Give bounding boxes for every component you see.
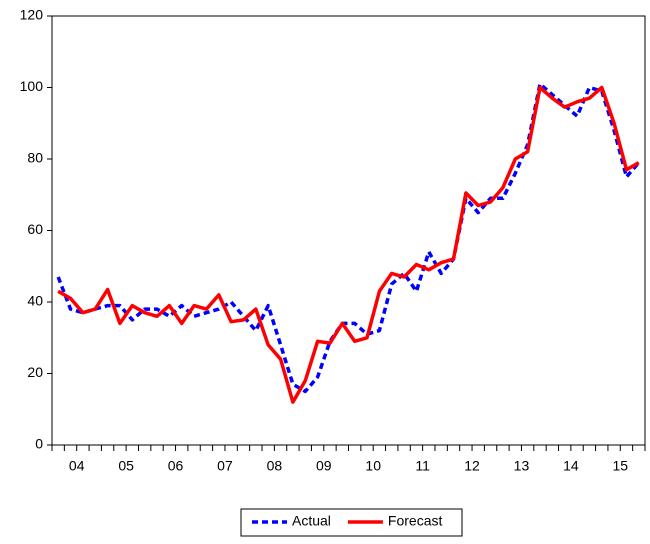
y-tick-label: 40: [27, 293, 43, 309]
series-line: [57, 85, 640, 404]
x-tick-label: 13: [514, 458, 530, 474]
legend-label: Actual: [292, 513, 331, 529]
x-tick-label: 15: [613, 458, 629, 474]
x-tick-label: 11: [415, 458, 430, 474]
x-tick-label: 08: [267, 458, 283, 474]
y-tick-label: 0: [35, 436, 43, 452]
legend-label: Forecast: [388, 513, 443, 529]
x-tick-label: 07: [217, 458, 233, 474]
x-tick-label: 05: [118, 458, 134, 474]
y-tick-label: 120: [20, 7, 44, 23]
y-tick-label: 20: [27, 364, 43, 380]
y-tick-label: 80: [27, 150, 43, 166]
series-line: [56, 82, 641, 394]
x-tick-label: 09: [316, 458, 332, 474]
x-tick-label: 06: [168, 458, 184, 474]
x-tick-label: 04: [69, 458, 85, 474]
plot-frame: [51, 15, 646, 446]
x-tick-label: 12: [464, 458, 480, 474]
x-tick-label: 10: [365, 458, 381, 474]
y-tick-label: 100: [20, 78, 44, 94]
x-tick-label: 14: [563, 458, 579, 474]
y-tick-label: 60: [27, 221, 43, 237]
